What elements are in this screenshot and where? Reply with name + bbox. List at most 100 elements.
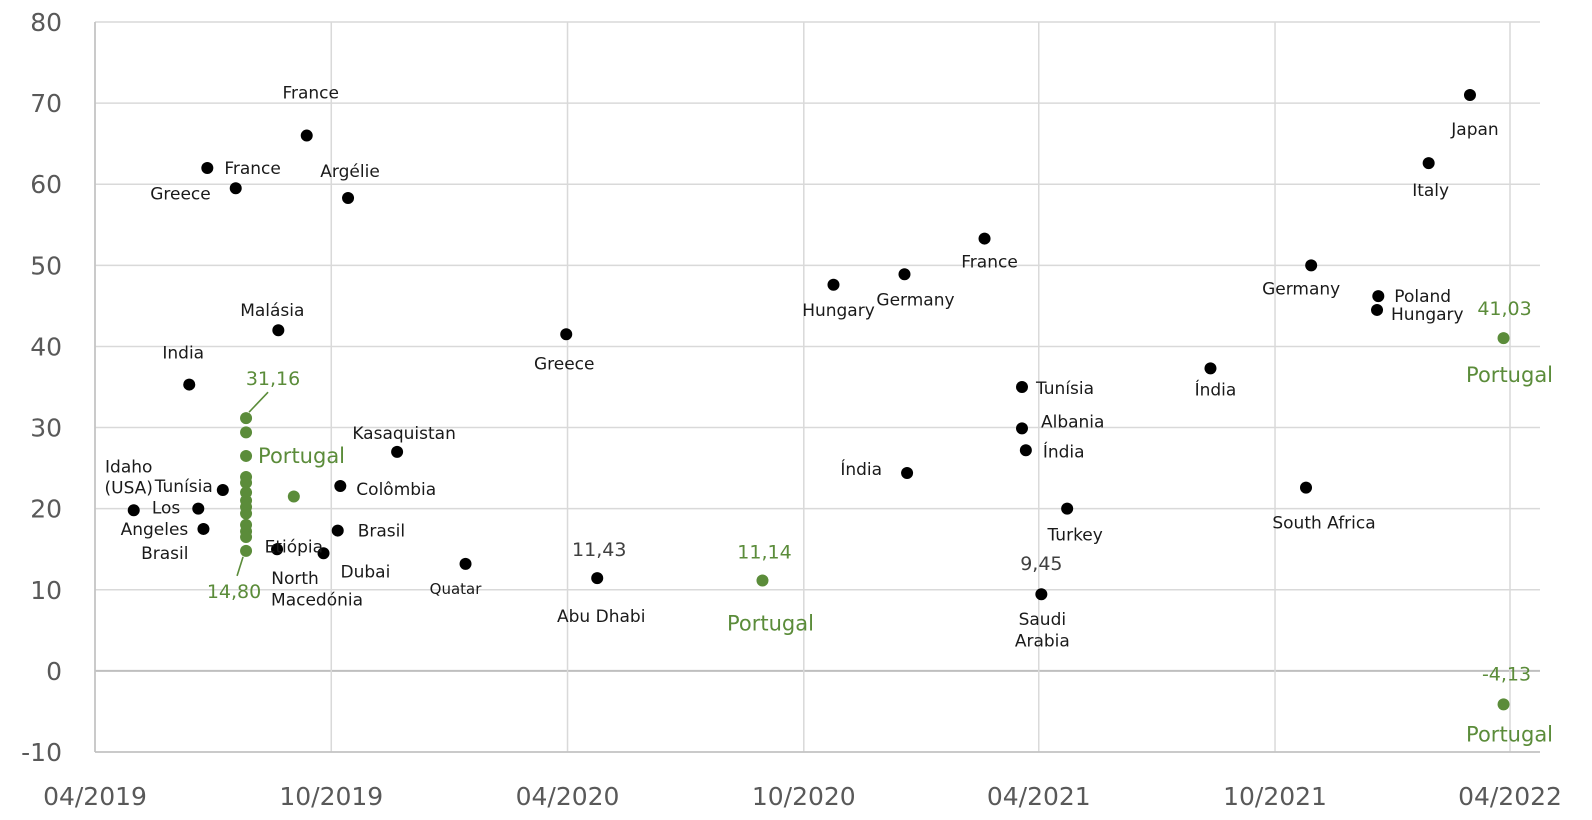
- value-label: 11,43: [572, 539, 626, 561]
- point-label: Japan: [1450, 120, 1498, 140]
- leader-line: [236, 556, 244, 577]
- data-point: [1015, 422, 1028, 435]
- data-point: [127, 504, 140, 517]
- y-tick-label: 0: [46, 657, 62, 686]
- value-label: 14,80: [207, 581, 261, 603]
- x-tick-label: 04/2021: [987, 782, 1091, 811]
- data-point: [827, 278, 840, 291]
- data-point: [1305, 259, 1318, 272]
- data-point: [1061, 502, 1074, 515]
- x-tick-label: 04/2020: [516, 782, 620, 811]
- point-label: Albania: [1041, 412, 1104, 432]
- data-point: [201, 162, 214, 174]
- data-point: [1300, 481, 1313, 494]
- point-label: France: [282, 84, 339, 104]
- axis-layer: -10 0 10 20 30 40 50 60 70 80 04/2019 10/2019 04/202…: [21, 8, 1562, 811]
- point-label: Los Angeles: [121, 499, 189, 540]
- point-label: South Africa: [1272, 514, 1375, 534]
- data-point: [591, 572, 604, 585]
- point-label: Hungary: [802, 301, 875, 321]
- points-layer: [127, 89, 1510, 711]
- point-label: Brasil: [141, 544, 188, 564]
- data-point: [287, 490, 300, 503]
- y-tick-label: 40: [30, 332, 62, 361]
- data-point: [756, 574, 769, 587]
- x-tick-label: 10/2020: [752, 782, 856, 811]
- point-label: Poland: [1394, 287, 1451, 307]
- x-tick-label: 10/2019: [279, 782, 383, 811]
- data-point: [240, 531, 253, 544]
- y-tick-label: 60: [30, 170, 62, 199]
- data-point: [192, 502, 205, 515]
- data-point: [240, 449, 253, 462]
- data-point: [1463, 89, 1476, 101]
- data-point: [216, 484, 229, 497]
- point-label: Etiópia: [265, 538, 323, 558]
- value-label: 41,03: [1477, 298, 1531, 320]
- point-label: Italy: [1412, 181, 1449, 201]
- point-label: Tunísia: [154, 477, 213, 497]
- value-label: 9,45: [1020, 553, 1062, 575]
- data-point: [1422, 157, 1435, 170]
- point-label: Brasil: [358, 522, 405, 542]
- data-point: [317, 547, 330, 560]
- point-label: Portugal: [258, 444, 345, 468]
- point-label: Dubai: [341, 562, 391, 582]
- y-tick-label: 20: [30, 495, 62, 524]
- value-label: 31,16: [246, 368, 300, 390]
- data-point: [1372, 290, 1385, 303]
- data-point: [272, 324, 285, 337]
- y-tick-label: -10: [21, 738, 62, 767]
- y-tick-label: 70: [30, 89, 62, 118]
- data-point: [300, 129, 313, 142]
- point-label: Germany: [1262, 279, 1340, 299]
- leader-line: [248, 391, 269, 413]
- data-point: [898, 268, 911, 281]
- point-label: Portugal: [1466, 363, 1553, 387]
- data-point: [391, 445, 404, 458]
- point-label: Índia: [840, 458, 882, 480]
- point-label: Portugal: [1466, 722, 1553, 746]
- point-label: France: [224, 159, 281, 179]
- x-tick-label: 04/2022: [1458, 782, 1562, 811]
- data-point: [197, 522, 210, 535]
- data-point: [1371, 303, 1384, 316]
- point-label: Hungary: [1391, 305, 1464, 325]
- point-label: Índia: [1043, 440, 1085, 462]
- grid-layer: [94, 21, 1540, 753]
- data-point: [240, 544, 253, 557]
- data-point: [342, 192, 355, 205]
- data-point: [331, 524, 344, 537]
- point-label: Malásia: [240, 301, 304, 321]
- point-label: Portugal: [727, 612, 814, 636]
- data-point: [240, 412, 253, 425]
- point-label: Abu Dhabi: [557, 607, 645, 627]
- data-point: [901, 466, 914, 479]
- data-point: [1497, 332, 1510, 345]
- point-label: Índia: [1195, 378, 1237, 400]
- point-label: Tunísia: [1035, 379, 1094, 399]
- data-point: [560, 328, 573, 341]
- x-tick-label: 04/2019: [43, 782, 147, 811]
- point-label: Quatar: [430, 580, 483, 598]
- x-tick-label: 10/2021: [1223, 782, 1327, 811]
- data-point: [1015, 381, 1028, 393]
- data-point: [1204, 362, 1217, 375]
- data-point: [183, 378, 196, 391]
- data-point: [1497, 698, 1510, 711]
- data-point: [240, 507, 253, 520]
- data-point: [229, 182, 242, 195]
- data-point: [334, 479, 347, 492]
- y-tick-label: 30: [30, 414, 62, 443]
- data-point: [271, 543, 284, 556]
- point-label: Turkey: [1047, 526, 1103, 546]
- point-label: Colômbia: [356, 480, 436, 500]
- y-tick-label: 80: [30, 8, 62, 37]
- y-tick-label: 10: [30, 576, 62, 605]
- data-point: [240, 426, 253, 439]
- point-label: Saudi Arabia: [1015, 610, 1070, 651]
- value-label: -4,13: [1482, 663, 1531, 685]
- y-tick-label: 50: [30, 251, 62, 280]
- data-point: [1019, 444, 1032, 457]
- value-label: 11,14: [737, 542, 791, 564]
